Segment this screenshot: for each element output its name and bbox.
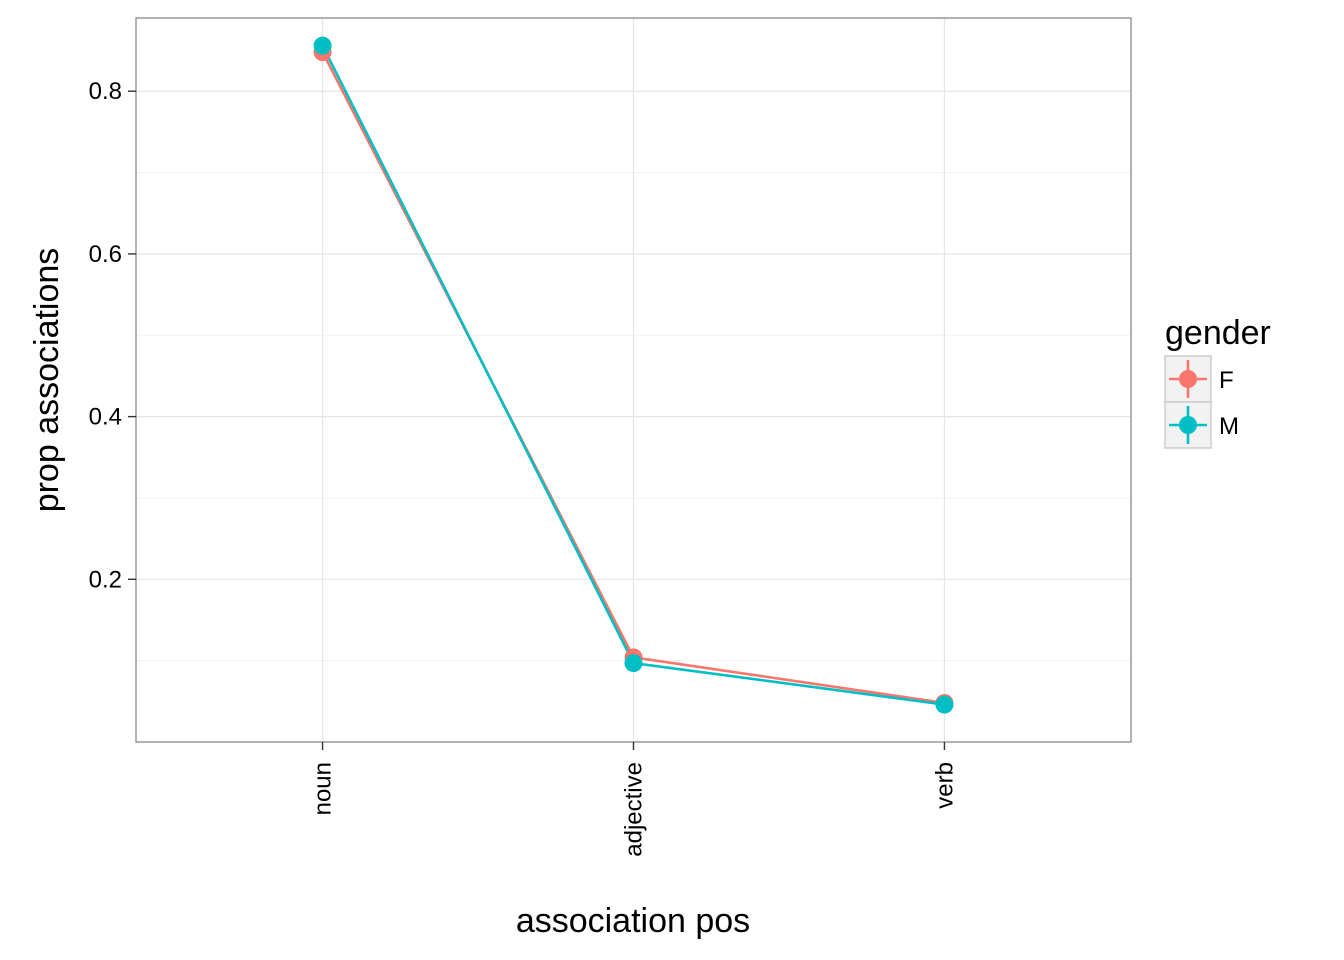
data-point-M — [624, 654, 643, 673]
x-tick-label: adjective — [621, 762, 648, 857]
legend-key-point — [1179, 370, 1197, 388]
y-tick-label: 0.4 — [89, 404, 122, 431]
legend-label-M: M — [1219, 413, 1239, 440]
x-axis-title: association pos — [516, 902, 750, 940]
series-layer — [313, 36, 954, 714]
y-tick-label: 0.6 — [89, 241, 122, 268]
legend-key-point — [1179, 416, 1197, 434]
x-axis: noun adjective verb — [310, 742, 958, 857]
y-tick-label: 0.2 — [89, 566, 122, 593]
legend-label-F: F — [1219, 367, 1234, 394]
y-axis-title: prop associations — [28, 248, 66, 513]
legend-title: gender — [1165, 314, 1271, 352]
grid-major — [136, 18, 1131, 742]
legend: gender FM — [1164, 314, 1271, 449]
data-point-M — [935, 695, 954, 714]
x-tick-label: verb — [931, 762, 958, 809]
y-axis: 0.2 0.4 0.6 0.8 — [89, 78, 136, 593]
x-tick-label: noun — [310, 762, 337, 815]
data-point-M — [313, 36, 332, 55]
y-tick-label: 0.8 — [89, 78, 122, 105]
